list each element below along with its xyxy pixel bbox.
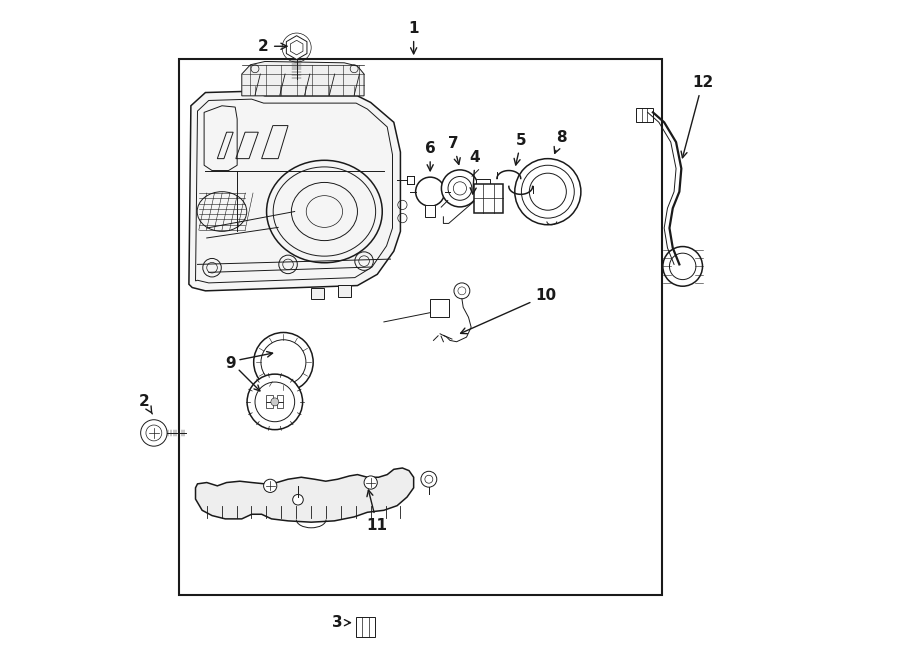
Text: 8: 8 — [554, 130, 566, 153]
Circle shape — [292, 494, 303, 505]
Circle shape — [355, 252, 374, 270]
Bar — [179, 59, 662, 595]
Circle shape — [254, 332, 313, 392]
Polygon shape — [286, 36, 307, 59]
Bar — [277, 402, 284, 408]
Ellipse shape — [197, 192, 247, 231]
Circle shape — [202, 258, 221, 277]
Circle shape — [140, 420, 167, 446]
Circle shape — [662, 247, 703, 286]
Text: 9: 9 — [225, 356, 236, 371]
Bar — [476, 179, 490, 198]
Circle shape — [248, 374, 302, 430]
Circle shape — [271, 398, 279, 406]
Text: 11: 11 — [367, 490, 388, 533]
Bar — [311, 288, 324, 299]
Text: 4: 4 — [470, 150, 481, 194]
Circle shape — [441, 170, 479, 207]
Text: 2: 2 — [140, 394, 152, 414]
Bar — [356, 617, 374, 637]
Text: 2: 2 — [258, 39, 287, 54]
Text: 1: 1 — [409, 21, 419, 54]
Bar — [277, 395, 284, 402]
Text: 12: 12 — [681, 75, 713, 158]
Circle shape — [515, 159, 580, 225]
Text: 5: 5 — [514, 133, 526, 165]
Bar — [425, 205, 436, 217]
Polygon shape — [242, 61, 364, 96]
Bar — [473, 184, 503, 213]
Bar — [636, 108, 652, 122]
Text: 3: 3 — [332, 615, 350, 630]
Circle shape — [264, 479, 277, 492]
Polygon shape — [195, 468, 414, 522]
Polygon shape — [189, 91, 400, 291]
Circle shape — [421, 471, 436, 487]
Bar — [338, 285, 351, 297]
Bar — [430, 299, 449, 317]
Text: 10: 10 — [461, 288, 556, 334]
Circle shape — [279, 255, 297, 274]
Text: 7: 7 — [448, 136, 460, 165]
Text: 6: 6 — [425, 141, 436, 171]
Circle shape — [416, 177, 445, 206]
Bar — [266, 395, 273, 402]
Circle shape — [364, 476, 377, 489]
Bar — [266, 402, 273, 408]
